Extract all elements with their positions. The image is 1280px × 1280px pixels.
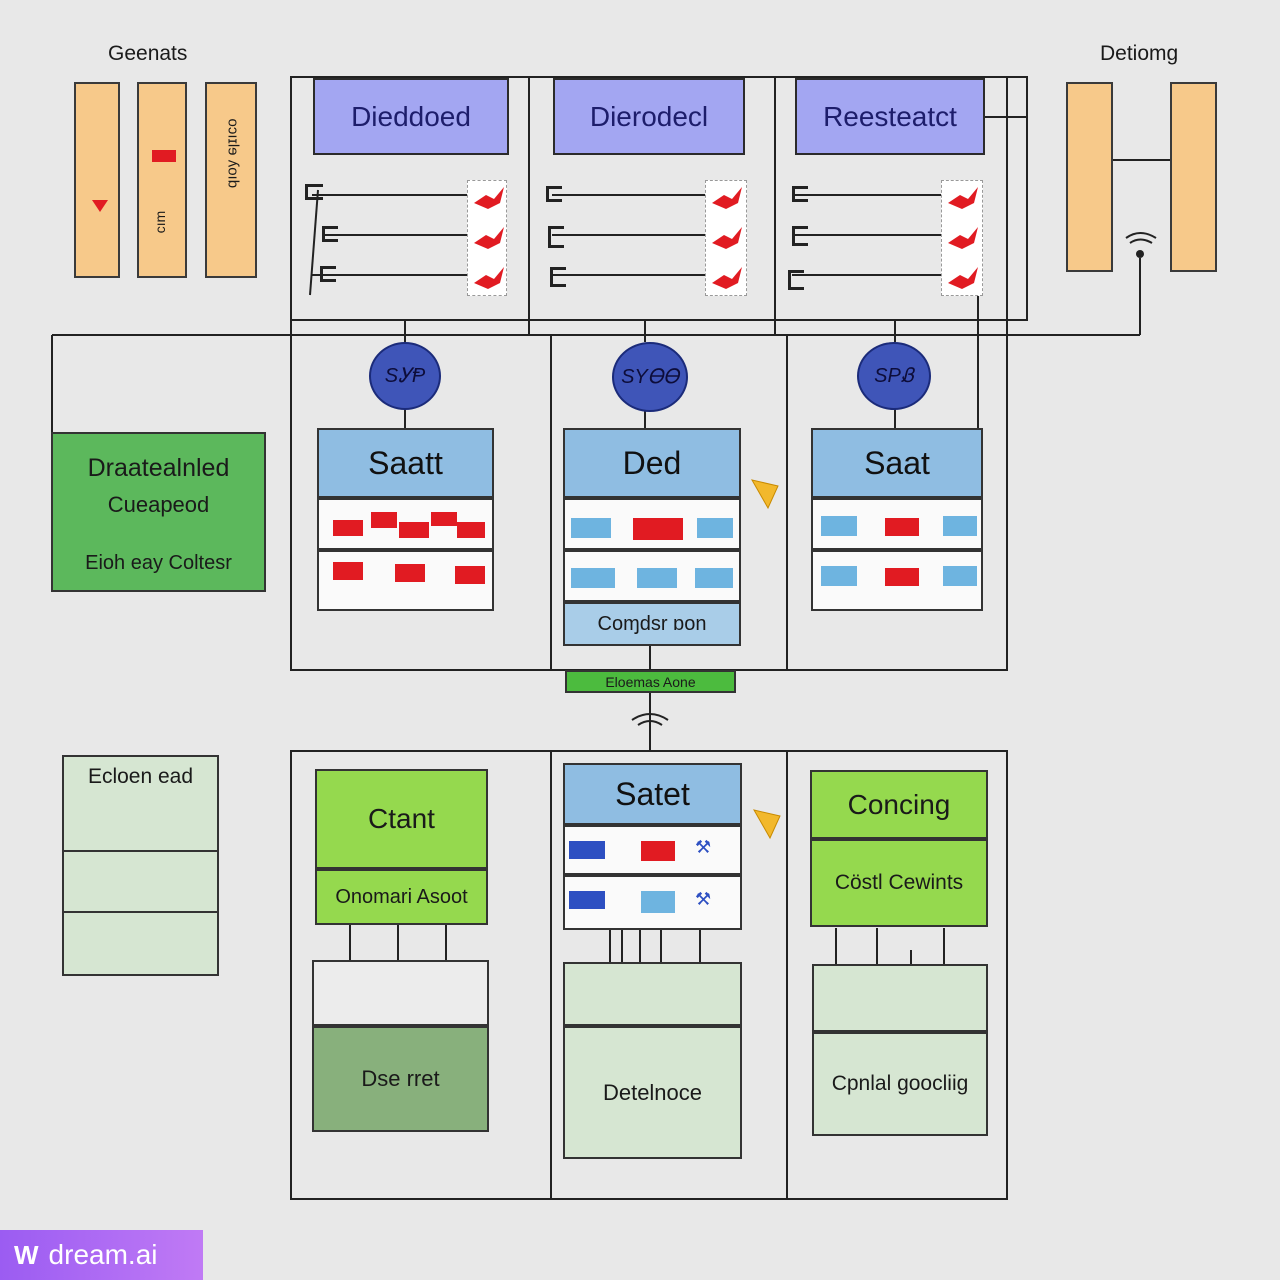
orange-bar-5 bbox=[1170, 82, 1217, 272]
card-2-row-1 bbox=[563, 498, 741, 550]
chart-thumb-3 bbox=[941, 180, 983, 296]
card-3-title: Saat bbox=[811, 428, 983, 498]
node-circle-2: SYᎾᎾ bbox=[612, 342, 688, 412]
red-marker-icon bbox=[92, 200, 108, 212]
watermark: W dream.ai bbox=[0, 1230, 203, 1280]
bottom-col-2-row-2: ⚒ bbox=[563, 875, 742, 930]
orange-bar-2: ɯıɔ bbox=[137, 82, 187, 278]
orange-bar-1 bbox=[74, 82, 120, 278]
right-top-label: Detiomg bbox=[1100, 42, 1179, 65]
column-3-header: Reesteatct bbox=[795, 78, 985, 155]
plug-icon bbox=[320, 266, 336, 282]
bar-2-text: ɯıɔ bbox=[154, 210, 171, 234]
bottom-col-1-connector-box bbox=[312, 960, 489, 1026]
plug-icon bbox=[548, 226, 564, 248]
plug-icon bbox=[546, 186, 562, 202]
card-3-row-2 bbox=[811, 550, 983, 611]
bridge-label: Eloemas Aone bbox=[565, 670, 736, 693]
column-2-header: Dierodecl bbox=[553, 78, 745, 155]
plug-icon bbox=[322, 226, 338, 242]
card-2-footer: Coɱdsr ɒon bbox=[563, 602, 741, 646]
bottom-col-1-subtitle: Onomari Asoot bbox=[315, 869, 488, 925]
chart-thumb-2 bbox=[705, 180, 747, 296]
plug-icon bbox=[792, 226, 808, 246]
red-marker-icon bbox=[152, 150, 176, 162]
plug-icon bbox=[305, 184, 323, 200]
bottom-col-1-footer: Dse rret bbox=[312, 1026, 489, 1132]
bottom-col-3-footer: Cpnlal goocliig bbox=[812, 1032, 988, 1136]
card-1-title: Saatt bbox=[317, 428, 494, 498]
orange-bar-3: oɔıɪlɘ ʎoıb bbox=[205, 82, 257, 278]
link-icon: ⚒ bbox=[695, 889, 712, 909]
bottom-col-2-title: Satet bbox=[563, 763, 742, 825]
card-1-row-2 bbox=[317, 550, 494, 611]
plug-icon bbox=[788, 270, 804, 290]
left-green-box: Draatealnled Cueapeod Eioh eay Coltesr bbox=[51, 432, 266, 592]
left-top-label: Geenats bbox=[108, 42, 188, 65]
bar-3-text: oɔıɪlɘ ʎoıb bbox=[224, 118, 242, 189]
card-1-row-1 bbox=[317, 498, 494, 550]
link-icon: ⚒ bbox=[695, 837, 712, 857]
plug-icon bbox=[792, 186, 808, 202]
bottom-col-2-connector-box bbox=[563, 962, 742, 1026]
node-circle-3: SPᏰ bbox=[857, 342, 931, 410]
bottom-col-3-title: Concing bbox=[810, 770, 988, 839]
card-2-row-2 bbox=[563, 550, 741, 602]
left-bottom-label: Ecloen ead bbox=[87, 765, 194, 788]
card-3-row-1 bbox=[811, 498, 983, 550]
bottom-col-2-footer: Detelnoce bbox=[563, 1026, 742, 1159]
bottom-col-1-title: Ctant bbox=[315, 769, 488, 869]
watermark-logo-icon: W bbox=[14, 1239, 39, 1270]
bottom-col-2-row-1: ⚒ bbox=[563, 825, 742, 875]
sparkle-icon bbox=[752, 809, 781, 840]
bottom-col-3-connector-box bbox=[812, 964, 988, 1032]
node-circle-1: SᎩⱣ bbox=[369, 342, 441, 410]
bottom-col-3-subtitle: Cöstl Cewints bbox=[810, 839, 988, 927]
watermark-text: dream.ai bbox=[48, 1239, 158, 1270]
left-green-title: Draatealnled bbox=[87, 454, 230, 482]
left-bottom-box: Ecloen ead bbox=[62, 755, 219, 976]
left-green-subtitle: Cueapeod bbox=[107, 492, 210, 517]
chart-thumb-1 bbox=[467, 180, 507, 296]
sparkle-icon bbox=[750, 479, 779, 510]
column-1-header: Dieddoed bbox=[313, 78, 509, 155]
orange-bar-4 bbox=[1066, 82, 1113, 272]
card-2-title: Ded bbox=[563, 428, 741, 498]
plug-icon bbox=[550, 267, 566, 287]
left-green-footer: Eioh eay Coltesr bbox=[85, 552, 232, 574]
